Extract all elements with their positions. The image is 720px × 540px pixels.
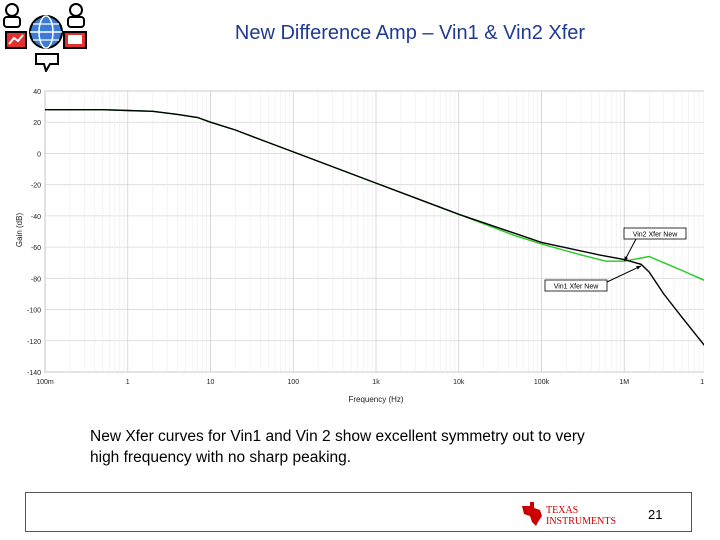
person-icon-right: [67, 3, 85, 28]
slide-title: New Difference Amp – Vin1 & Vin2 Xfer: [234, 22, 586, 44]
presentation-icon: [5, 31, 27, 49]
plot-area: [44, 90, 704, 373]
callout-label: Vin2 Xfer New: [633, 231, 679, 238]
callout-arrow: [606, 265, 642, 283]
person-icon: [3, 3, 21, 28]
callout-box: [623, 227, 687, 240]
speech-bubble-icon: [35, 53, 59, 72]
x-tick-labels: 100m 1 10 100 1k 10k 100k 1M 10M: [36, 379, 704, 386]
y-tick-labels: 40 20 0 -20 -40 -60 -80 -100 -120 -140: [27, 89, 41, 377]
x-tick-label: 1k: [372, 379, 380, 386]
y-tick-label: -40: [31, 214, 41, 221]
series-line-vin1-xfer-new: [45, 109, 704, 346]
caption: New Xfer curves for Vin1 and Vin 2 show …: [90, 426, 690, 468]
y-tick-label: 40: [33, 89, 41, 96]
x-tick-label: 10M: [700, 379, 704, 386]
brand-line-1: TEXAS: [546, 505, 578, 516]
y-tick-label: -120: [27, 339, 41, 346]
y-tick-label: -20: [31, 183, 41, 190]
texas-instruments-logo: TEXAS INSTRUMENTS: [522, 502, 616, 527]
globe-icon: [29, 15, 63, 49]
header-logo-cluster: [3, 3, 87, 72]
y-tick-label: -140: [27, 370, 41, 377]
y-tick-label: 20: [33, 120, 41, 127]
y-axis-label: Gain (dB): [15, 213, 24, 248]
texas-state-icon: [522, 502, 542, 526]
x-tick-label: 1M: [619, 379, 629, 386]
x-tick-label: 1: [126, 379, 130, 386]
series-layer: [45, 109, 704, 346]
y-tick-label: -60: [31, 245, 41, 252]
y-tick-label: -80: [31, 276, 41, 283]
brand-line-2: INSTRUMENTS: [546, 516, 616, 527]
x-tick-label: 100k: [534, 379, 550, 386]
callout-arrowhead: [636, 265, 642, 270]
y-tick-label: 0: [37, 151, 41, 158]
x-tick-label: 10: [207, 379, 215, 386]
callout-box: [544, 279, 608, 292]
footer-box: [25, 492, 692, 532]
x-axis-label: Frequency (Hz): [348, 395, 403, 404]
callout-arrowhead: [624, 256, 629, 262]
annotation-layer: Vin2 Xfer New Vin1 Xfer New: [544, 227, 687, 292]
x-tick-label: 100m: [36, 379, 54, 386]
caption-line-2: high frequency with no sharp peaking.: [90, 449, 352, 466]
x-tick-label: 10k: [453, 379, 465, 386]
x-tick-label: 100: [287, 379, 299, 386]
monitor-icon: [63, 31, 87, 49]
callout-label: Vin1 Xfer New: [554, 283, 600, 290]
page-number: 21: [648, 507, 663, 522]
caption-line-1: New Xfer curves for Vin1 and Vin 2 show …: [90, 428, 585, 445]
y-tick-label: -100: [27, 308, 41, 315]
